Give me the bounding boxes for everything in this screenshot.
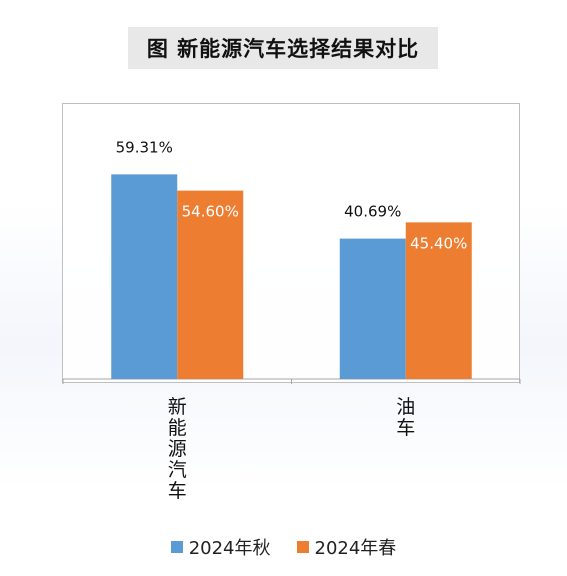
x-tick-label-char: 汽 <box>168 459 187 481</box>
data-label: 54.60% <box>182 203 239 221</box>
x-tick-label-char: 能 <box>168 417 187 439</box>
data-label: 59.31% <box>116 138 173 156</box>
x-tick-label-char: 车 <box>396 417 415 439</box>
legend-label-series-1: 2024年秋 <box>188 538 271 559</box>
bar-1-2 <box>339 238 406 379</box>
data-label: 40.69% <box>344 203 401 221</box>
chart-title-box: 图 新能源汽车选择结果对比 <box>128 27 438 69</box>
chart-title: 图 新能源汽车选择结果对比 <box>146 37 420 61</box>
x-tick-label-char: 车 <box>168 480 187 502</box>
legend-item-series-2: 2024年春 <box>296 534 397 560</box>
x-tick-label-char: 油 <box>396 396 415 418</box>
legend: 2024年秋 2024年春 <box>0 535 567 559</box>
bar-2-1 <box>177 190 244 379</box>
legend-item-series-1: 2024年秋 <box>170 534 271 560</box>
x-tick-label-char: 新 <box>168 396 187 418</box>
bar-1-1 <box>111 174 178 379</box>
legend-swatch-series-1 <box>170 541 183 553</box>
data-label: 45.40% <box>410 234 467 252</box>
bar-2-2 <box>405 222 472 379</box>
legend-swatch-series-2 <box>296 541 309 553</box>
legend-label-series-2: 2024年春 <box>314 538 397 559</box>
x-tick-label-char: 源 <box>168 438 187 460</box>
